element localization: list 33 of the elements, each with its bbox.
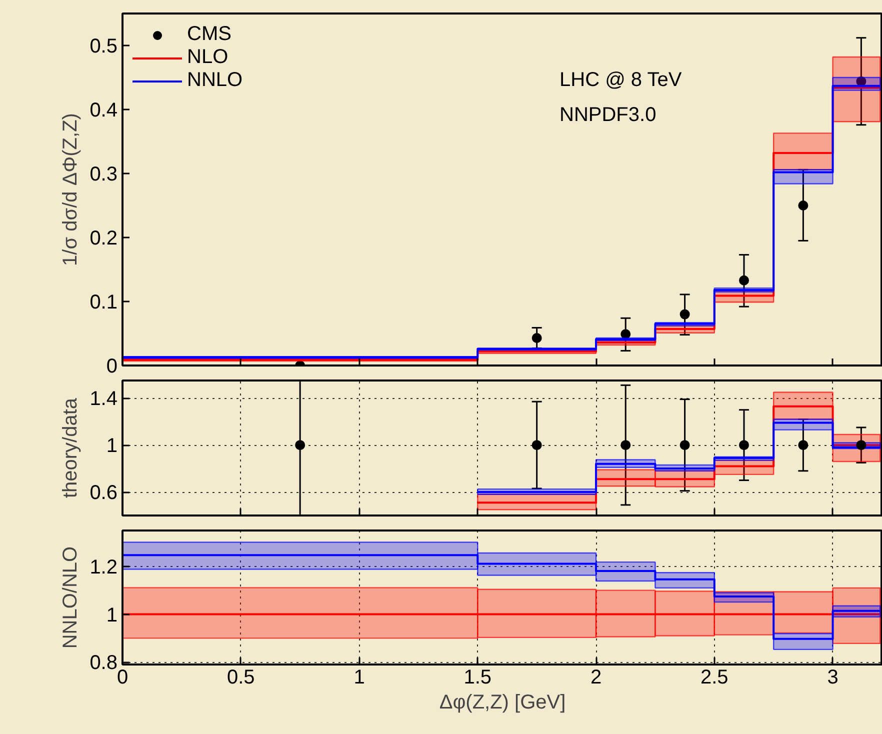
x-tick-label: 1.5 [464, 666, 492, 688]
y-tick-label: 0.4 [90, 100, 118, 122]
annotation: NNPDF3.0 [560, 104, 656, 126]
x-axis-title: Δφ(Z,Z) [GeV] [439, 692, 566, 714]
x-tick-label: 0.5 [226, 666, 255, 688]
legend-label: CMS [187, 23, 232, 46]
y-tick-label: 0.6 [90, 482, 118, 504]
y-tick-label: 1.4 [90, 388, 118, 410]
x-tick-label: 2.5 [700, 666, 728, 688]
y-tick-label: 0.2 [90, 228, 118, 250]
y-tick-label: 1 [106, 604, 118, 626]
legend-label: NLO [187, 46, 228, 69]
x-tick-label: 3 [827, 666, 838, 688]
point [680, 309, 690, 320]
point [532, 332, 542, 343]
y-axis-title: theory/data [60, 397, 82, 498]
y-tick-label: 1.2 [90, 556, 118, 578]
x-tick-label: 1 [354, 666, 365, 688]
y-tick-label: 0.3 [90, 164, 118, 186]
y-tick-label: 0.8 [90, 652, 118, 674]
y-tick-label: 0.5 [90, 36, 118, 58]
point [620, 329, 631, 340]
y-tick-label: 0.1 [90, 292, 118, 314]
y-axis-title: NNLO/NLO [60, 546, 82, 649]
legend-label: NNLO [187, 69, 243, 92]
y-tick-label: 1 [106, 435, 118, 458]
point [738, 275, 749, 286]
y-tick-label: 0 [106, 356, 118, 378]
annotation: LHC @ 8 TeV [560, 68, 682, 91]
point [798, 200, 808, 210]
y-axis-title: 1/σ dσ/d ΔΦ(Z,Z) [60, 113, 82, 266]
x-tick-label: 2 [590, 666, 602, 688]
point [856, 76, 866, 86]
